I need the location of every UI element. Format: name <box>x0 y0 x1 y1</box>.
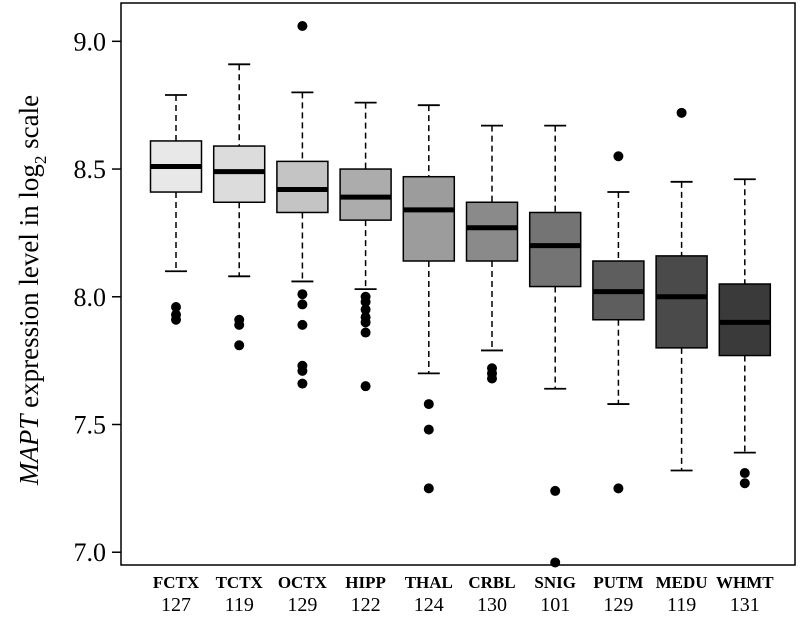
outlier-point <box>297 299 308 310</box>
y-tick-label: 7.0 <box>74 538 107 567</box>
sample-size-label: 127 <box>161 594 191 616</box>
sample-size-label: 131 <box>730 594 760 616</box>
sample-size-label: 129 <box>603 594 633 616</box>
category-label: FCTX <box>153 573 200 592</box>
sample-size-label: 101 <box>540 594 570 616</box>
outlier-point <box>676 107 687 118</box>
outlier-point <box>171 301 181 312</box>
box-hipp <box>339 101 392 392</box>
sample-size-label: 130 <box>477 594 507 616</box>
category-label: SNIG <box>534 573 576 592</box>
sample-size-label: 124 <box>414 594 444 616</box>
y-axis-title-subscript: 2 <box>31 156 50 165</box>
outlier-point <box>739 478 750 489</box>
outlier-point <box>360 304 371 315</box>
outlier-point <box>487 373 497 384</box>
y-tick-label: 7.5 <box>74 411 107 440</box>
outlier-point <box>297 289 308 300</box>
box-octx <box>276 20 329 389</box>
y-axis-title-suffix: scale <box>14 95 44 156</box>
y-axis-title: MAPT expression level in log2 scale <box>14 95 50 486</box>
outlier-point <box>423 399 434 410</box>
outlier-point <box>360 327 371 338</box>
category-label: OCTX <box>278 573 328 592</box>
iqr-box <box>276 160 329 214</box>
y-axis-title-gene: MAPT <box>14 413 44 486</box>
iqr-box <box>339 168 392 221</box>
outlier-point <box>297 319 308 330</box>
box-tctx <box>212 63 266 351</box>
category-label: MEDU <box>656 573 708 592</box>
outlier-point <box>297 20 308 31</box>
box-snig <box>528 124 582 568</box>
box-crbl <box>465 124 519 384</box>
outlier-point <box>550 557 561 568</box>
iqr-box <box>402 175 456 262</box>
outlier-point <box>360 296 371 307</box>
sample-size-label: 129 <box>287 594 317 616</box>
y-tick-label: 9.0 <box>74 27 107 56</box>
outlier-point <box>423 424 434 435</box>
outlier-point <box>550 485 561 496</box>
box-fctx <box>149 94 203 325</box>
outlier-point <box>234 340 245 351</box>
box-putm <box>592 151 645 494</box>
box-series <box>149 20 772 568</box>
iqr-box <box>465 201 519 262</box>
y-tick-label: 8.0 <box>74 283 107 312</box>
outlier-point <box>423 483 434 494</box>
sample-size-label: 119 <box>225 594 254 616</box>
outlier-point <box>360 317 371 328</box>
category-label: CRBL <box>468 573 515 592</box>
box-medu <box>655 107 708 472</box>
iqr-box <box>212 145 266 204</box>
x-axis-labels: FCTX 127 TCTX 119 OCTX 129 HIPP 122 THAL 124 CRBL 1… <box>153 573 774 616</box>
category-label: WHMT <box>716 573 774 592</box>
category-label: HIPP <box>345 573 386 592</box>
outlier-point <box>613 483 624 494</box>
category-label: PUTM <box>593 573 643 592</box>
sample-size-label: 119 <box>667 594 696 616</box>
y-axis-title-text: expression level in log <box>14 164 44 414</box>
sample-size-label: 122 <box>351 594 381 616</box>
outlier-point <box>613 151 624 162</box>
outlier-point <box>297 378 308 389</box>
outlier-point <box>234 319 245 330</box>
box-thal <box>402 104 456 494</box>
iqr-box <box>718 283 772 357</box>
outlier-point <box>360 381 371 392</box>
outlier-point <box>739 468 750 479</box>
iqr-box <box>655 255 708 349</box>
outlier-point <box>297 365 308 376</box>
category-label: THAL <box>405 573 453 592</box>
y-tick-label: 8.5 <box>74 155 107 184</box>
box-whmt <box>718 178 772 489</box>
outlier-point <box>171 314 181 325</box>
iqr-box <box>528 211 582 288</box>
plot-frame <box>120 2 796 566</box>
y-axis: 7.0 7.5 8.0 8.5 9.0 <box>74 27 121 567</box>
category-label: TCTX <box>216 573 264 592</box>
